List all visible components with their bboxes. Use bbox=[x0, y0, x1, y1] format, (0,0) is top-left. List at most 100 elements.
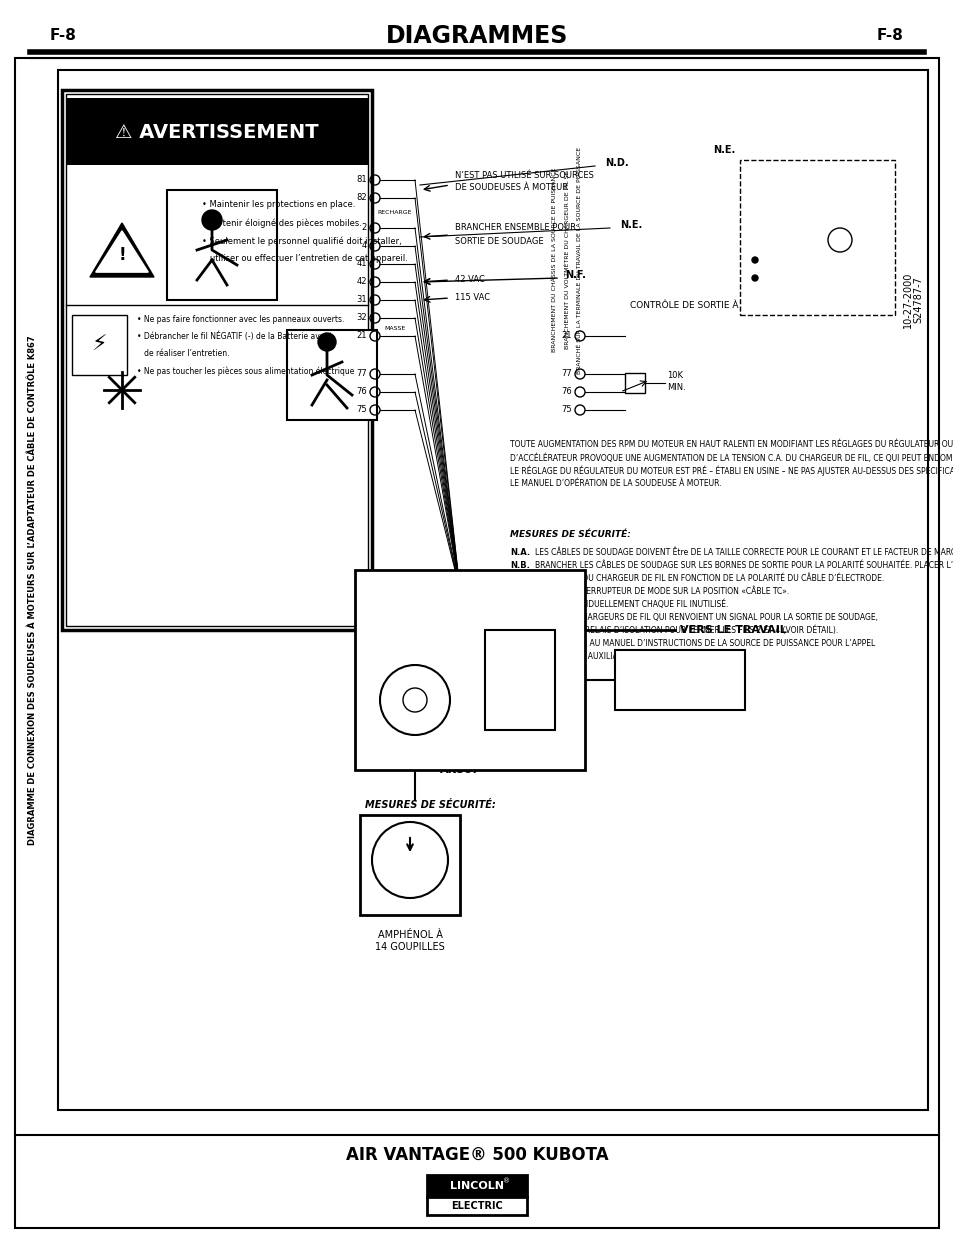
Text: LES CÂBLES DE SOUDAGE DOIVENT Être DE LA TAILLE CORRECTE POUR LE COURANT ET LE F: LES CÂBLES DE SOUDAGE DOIVENT Être DE LA… bbox=[535, 548, 953, 557]
Text: 77: 77 bbox=[355, 369, 367, 378]
Text: ELECTRIC: ELECTRIC bbox=[451, 1200, 502, 1212]
Bar bbox=[71, 315, 127, 375]
Text: SUR LE
CHARGEUR
DE FIL: SUR LE CHARGEUR DE FIL bbox=[818, 190, 861, 224]
Text: MIN.: MIN. bbox=[666, 384, 685, 393]
Bar bbox=[615, 650, 744, 710]
Text: • Seulement le personnel qualifié doit installer,: • Seulement le personnel qualifié doit i… bbox=[202, 236, 401, 246]
Text: 41: 41 bbox=[356, 259, 367, 268]
Text: UNIVERSEL K867: UNIVERSEL K867 bbox=[423, 598, 516, 608]
Text: AIR VANTAGE® 500 KUBOTA: AIR VANTAGE® 500 KUBOTA bbox=[345, 1146, 608, 1165]
Text: 82: 82 bbox=[356, 194, 367, 203]
Text: CHARGEUR DE FIL: CHARGEUR DE FIL bbox=[635, 678, 724, 688]
Text: 75: 75 bbox=[356, 405, 367, 415]
Text: ⚠ AVERTISSEMENT: ⚠ AVERTISSEMENT bbox=[115, 122, 318, 142]
Text: RECHARGE: RECHARGE bbox=[377, 210, 412, 215]
Text: N.D.: N.D. bbox=[510, 600, 530, 609]
Text: F-8: F-8 bbox=[876, 28, 903, 43]
Text: 10-27-2000: 10-27-2000 bbox=[902, 272, 912, 329]
Text: TOUTE AUGMENTATION DES RPM DU MOTEUR EN HAUT RALENTI EN MODIFIANT LES RÉGLAGES D: TOUTE AUGMENTATION DES RPM DU MOTEUR EN … bbox=[510, 440, 953, 450]
Text: 4: 4 bbox=[361, 242, 367, 251]
Text: +: + bbox=[441, 730, 457, 750]
Bar bbox=[427, 1174, 526, 1197]
Text: MESURES DE SÉCURITÉ:: MESURES DE SÉCURITÉ: bbox=[365, 800, 496, 810]
Text: DE SOUDEUSES À MOTEUR: DE SOUDEUSES À MOTEUR bbox=[455, 184, 568, 193]
Text: ®: ® bbox=[503, 1178, 510, 1184]
Text: • Ne pas toucher les pièces sous alimentation électrique: • Ne pas toucher les pièces sous aliment… bbox=[137, 366, 354, 375]
Text: DIAGRAMME DE CONNEXION DES SOUDEUSES À MOTEURS SUR L’ADAPTATEUR DE CÂBLE DE CONT: DIAGRAMME DE CONNEXION DES SOUDEUSES À M… bbox=[29, 335, 37, 845]
Bar bbox=[740, 161, 894, 315]
Text: LINCOLN: LINCOLN bbox=[450, 1181, 503, 1191]
Circle shape bbox=[317, 333, 335, 351]
Text: CONTRÔLE DE SORTIE À DISTANCE: CONTRÔLE DE SORTIE À DISTANCE bbox=[629, 300, 785, 310]
Circle shape bbox=[202, 210, 222, 230]
Text: • Maintenir les protections en place.: • Maintenir les protections en place. bbox=[202, 200, 355, 209]
Text: 76: 76 bbox=[355, 388, 367, 396]
Text: 81: 81 bbox=[356, 175, 367, 184]
Text: 14 GOUPILLES: 14 GOUPILLES bbox=[375, 942, 444, 952]
Text: LE MANUEL D’OPÉRATION DE LA SOUDEUSE À MOTEUR.: LE MANUEL D’OPÉRATION DE LA SOUDEUSE À M… bbox=[510, 479, 720, 488]
Text: BRANCHER LES CÂBLES DE SOUDAGE SUR LES BORNES DE SORTIE POUR LA POLARITÉ SOUHAIT: BRANCHER LES CÂBLES DE SOUDAGE SUR LES B… bbox=[535, 561, 953, 571]
Text: AMPHÉNOL À: AMPHÉNOL À bbox=[377, 930, 442, 940]
Text: N.A.: N.A. bbox=[510, 548, 530, 557]
Text: N.F.: N.F. bbox=[564, 270, 585, 280]
Text: 2: 2 bbox=[361, 224, 367, 232]
Text: UTILISER UN RELAIS D’ISOLATION POUR FERMER LES FILS 2 ET 4 (VOIR DÉTAIL).: UTILISER UN RELAIS D’ISOLATION POUR FERM… bbox=[535, 626, 838, 636]
Text: MESURES DE SÉCURITÉ:: MESURES DE SÉCURITÉ: bbox=[510, 530, 630, 538]
Text: N.F.: N.F. bbox=[510, 638, 527, 648]
Text: F-8: F-8 bbox=[50, 28, 77, 43]
Text: SORTIE DE SOUDAGE: SORTIE DE SOUDAGE bbox=[455, 237, 543, 247]
Text: 31: 31 bbox=[356, 295, 367, 305]
Text: D’ACCÉLÉRATEUR PROVOQUE UNE AUGMENTATION DE LA TENSION C.A. DU CHARGEUR DE FIL, : D’ACCÉLÉRATEUR PROVOQUE UNE AUGMENTATION… bbox=[510, 453, 953, 462]
Text: DIAGRAMMES: DIAGRAMMES bbox=[385, 23, 568, 48]
Bar bbox=[62, 90, 372, 630]
Text: 10K: 10K bbox=[666, 370, 682, 379]
Text: utiliser ou effectuer l’entretien de cet appareil.: utiliser ou effectuer l’entretien de cet… bbox=[202, 254, 408, 263]
Text: N.E.: N.E. bbox=[805, 168, 827, 178]
Bar bbox=[287, 330, 376, 420]
Text: VERS LE TRAVAIL: VERS LE TRAVAIL bbox=[679, 625, 786, 635]
Text: 21: 21 bbox=[356, 331, 367, 341]
Text: SUR K867: SUR K867 bbox=[756, 290, 793, 300]
Text: AK867: AK867 bbox=[439, 764, 479, 776]
Circle shape bbox=[751, 275, 758, 282]
Text: N.E.: N.E. bbox=[510, 613, 529, 622]
Text: SE REPORTER AU MANUEL D’INSTRUCTIONS DE LA SOURCE DE PUISSANCE POUR L’APPEL: SE REPORTER AU MANUEL D’INSTRUCTIONS DE … bbox=[535, 638, 874, 648]
Text: • Ne pas faire fonctionner avec les panneaux ouverts.: • Ne pas faire fonctionner avec les pann… bbox=[137, 315, 344, 324]
Text: • Débrancher le fil NÉGATIF (-) de la Batterie avant: • Débrancher le fil NÉGATIF (-) de la Ba… bbox=[137, 332, 333, 342]
Text: 75: 75 bbox=[560, 405, 572, 415]
Text: POUR DES CHARGEURS DE FIL QUI RENVOIENT UN SIGNAL POUR LA SORTIE DE SOUDAGE,: POUR DES CHARGEURS DE FIL QUI RENVOIENT … bbox=[535, 613, 877, 622]
Text: 21: 21 bbox=[561, 331, 572, 341]
Text: DE COURANT AUXILIAIRE MAXIMUM.: DE COURANT AUXILIAIRE MAXIMUM. bbox=[535, 652, 672, 661]
Text: N.D.: N.D. bbox=[604, 158, 628, 168]
Bar bbox=[359, 815, 459, 915]
Text: S24787-7: S24787-7 bbox=[912, 277, 923, 324]
Bar bbox=[355, 571, 584, 769]
Text: BRANCHÉ SUR LA TERMINALE DU TRAVAIL DE LA SOURCE DE PUISSANCE: BRANCHÉ SUR LA TERMINALE DU TRAVAIL DE L… bbox=[576, 147, 581, 373]
Text: BRANCHER ENSEMBLE POUR: BRANCHER ENSEMBLE POUR bbox=[455, 224, 576, 232]
Text: FICHE D’ADAPTATEUR: FICHE D’ADAPTATEUR bbox=[410, 585, 529, 595]
Text: 77: 77 bbox=[560, 369, 572, 378]
Text: 42: 42 bbox=[356, 278, 367, 287]
Text: N.B.: N.B. bbox=[510, 561, 529, 571]
Text: LE RÉGLAGE DU RÉGULATEUR DU MOTEUR EST PRÉ – ÉTABLI EN USINE – NE PAS AJUSTER AU: LE RÉGLAGE DU RÉGULATEUR DU MOTEUR EST P… bbox=[510, 466, 953, 477]
Text: ISOLER INDIVIDUELLEMENT CHAQUE FIL INUTILISÉ.: ISOLER INDIVIDUELLEMENT CHAQUE FIL INUTI… bbox=[535, 600, 727, 610]
Bar bbox=[624, 373, 644, 393]
Text: N.E.: N.E. bbox=[712, 144, 734, 156]
Polygon shape bbox=[90, 224, 153, 277]
Text: MASSE: MASSE bbox=[384, 326, 405, 331]
Bar bbox=[167, 190, 276, 300]
Bar bbox=[66, 94, 368, 626]
Text: ⚡: ⚡ bbox=[91, 335, 107, 354]
Text: 4: 4 bbox=[772, 273, 777, 283]
Polygon shape bbox=[95, 231, 148, 272]
Text: N’EST PAS UTILISÉ SUR SOURCES: N’EST PAS UTILISÉ SUR SOURCES bbox=[455, 170, 594, 179]
Text: N.C.: N.C. bbox=[510, 587, 529, 597]
Text: de réaliser l’entretien.: de réaliser l’entretien. bbox=[137, 350, 230, 358]
Bar bbox=[427, 1197, 526, 1215]
Text: 115 VAC: 115 VAC bbox=[455, 294, 490, 303]
Text: • Se tenir éloigné des pièces mobiles.: • Se tenir éloigné des pièces mobiles. bbox=[202, 219, 361, 227]
Text: -: - bbox=[516, 680, 523, 699]
Text: PLACER L’INTERRUPTEUR DE MODE SUR LA POSITION «CÂBLE TC».: PLACER L’INTERRUPTEUR DE MODE SUR LA POS… bbox=[535, 587, 788, 597]
Bar bbox=[66, 98, 368, 165]
Text: CÂBLE D’ÉLECTRODE SUR: CÂBLE D’ÉLECTRODE SUR bbox=[616, 664, 743, 676]
